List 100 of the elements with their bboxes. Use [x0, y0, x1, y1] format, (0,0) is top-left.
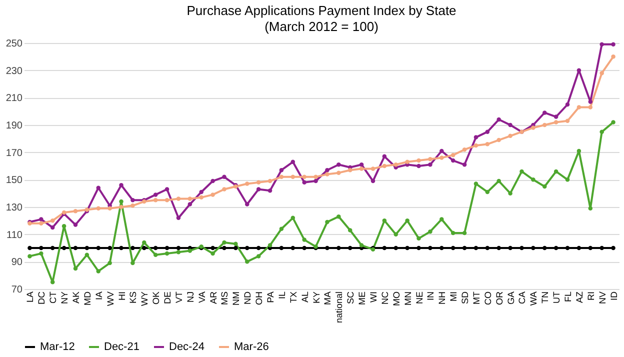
point — [600, 42, 604, 46]
point — [485, 130, 490, 134]
x-tick-label: SC — [346, 291, 356, 304]
x-tick-label: OH — [254, 292, 264, 305]
point — [450, 246, 456, 250]
point — [234, 242, 238, 246]
x-tick-label: LA — [25, 292, 36, 303]
point — [359, 166, 364, 171]
point — [542, 184, 547, 189]
point — [108, 260, 112, 266]
point — [28, 254, 32, 258]
point — [62, 224, 66, 228]
point — [576, 246, 582, 250]
x-tick-label: MN — [402, 292, 413, 306]
point — [176, 216, 181, 220]
point — [199, 190, 204, 194]
point — [359, 243, 364, 248]
y-tick-label: 230 — [6, 66, 23, 77]
x-tick-label: WI — [368, 292, 378, 302]
x-tick-label: FL — [563, 292, 574, 302]
x-tick-label: AR — [208, 291, 218, 304]
point — [462, 230, 467, 236]
point — [474, 143, 478, 148]
point — [508, 122, 512, 128]
point — [440, 217, 444, 222]
point — [496, 246, 501, 250]
legend-label: Mar-12 — [40, 341, 75, 353]
point — [565, 118, 570, 124]
point — [96, 206, 100, 210]
point — [588, 246, 593, 250]
point — [314, 178, 318, 184]
point — [73, 246, 78, 250]
point — [588, 206, 593, 210]
point — [325, 246, 330, 250]
point — [462, 162, 467, 167]
x-tick-label: national — [334, 292, 344, 324]
legend-label: Dec-24 — [169, 341, 204, 353]
point — [176, 196, 181, 201]
point — [119, 204, 124, 210]
point — [394, 246, 398, 250]
point — [96, 269, 100, 274]
point — [576, 148, 582, 154]
point — [565, 178, 570, 182]
x-tick-label: ND — [242, 291, 253, 304]
x-tick-label: AZ — [574, 291, 584, 304]
point — [359, 162, 364, 167]
x-tick-label: MD — [82, 291, 92, 306]
point — [474, 182, 478, 186]
point — [256, 246, 261, 250]
point — [416, 236, 421, 241]
point — [554, 169, 558, 174]
point — [440, 246, 444, 250]
point — [348, 168, 352, 172]
point — [164, 251, 170, 256]
point — [73, 222, 78, 227]
x-tick-label: MT — [471, 291, 482, 304]
point — [290, 174, 296, 180]
point — [234, 246, 238, 250]
point — [108, 246, 112, 250]
x-tick-label: NH — [437, 292, 448, 304]
legend-label: Mar-26 — [234, 341, 269, 353]
point — [302, 180, 306, 185]
y-tick-label: 250 — [6, 38, 23, 50]
x-tick-label: TN — [540, 292, 550, 304]
point — [336, 170, 341, 175]
point — [405, 160, 410, 164]
point — [450, 230, 456, 236]
y-tick-label: 190 — [6, 120, 23, 132]
x-tick-label: AL — [300, 292, 310, 303]
point — [485, 190, 490, 194]
x-tick-label: NJ — [185, 292, 196, 302]
point — [96, 246, 100, 250]
point — [394, 232, 398, 236]
point — [611, 42, 616, 46]
point — [520, 246, 524, 250]
point — [153, 198, 158, 202]
point — [290, 216, 296, 220]
point — [302, 174, 306, 180]
x-tick-label: KY — [311, 292, 322, 304]
point — [576, 105, 582, 110]
point — [588, 100, 593, 104]
point — [485, 142, 490, 146]
point — [290, 160, 296, 164]
point — [176, 250, 181, 254]
point — [450, 152, 456, 158]
point — [382, 154, 387, 159]
point — [428, 246, 432, 250]
point — [336, 162, 341, 167]
point — [28, 246, 32, 250]
x-tick-label: KS — [128, 292, 138, 304]
x-tick-label: IN — [426, 292, 436, 300]
point — [210, 246, 215, 250]
point — [164, 246, 170, 250]
point — [588, 105, 593, 110]
x-tick-label: OR — [494, 291, 504, 305]
point — [279, 168, 284, 172]
x-tick-label: IL — [276, 292, 287, 300]
x-tick-label: WV — [105, 292, 116, 306]
point — [348, 228, 352, 232]
point — [130, 204, 135, 208]
